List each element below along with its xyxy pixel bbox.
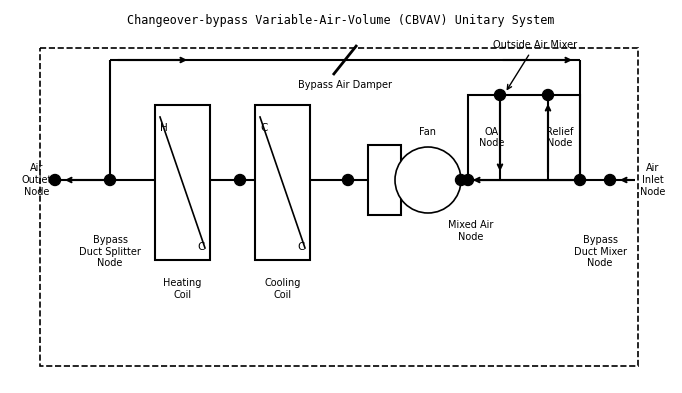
Text: Bypass Air Damper: Bypass Air Damper: [298, 80, 392, 90]
Bar: [255, 105, 310, 260]
Text: C: C: [260, 123, 267, 133]
Text: Mixed Air
Node: Mixed Air Node: [448, 220, 494, 242]
Circle shape: [574, 174, 586, 185]
Text: Fan: Fan: [419, 127, 436, 137]
Text: OA
Node: OA Node: [479, 127, 505, 148]
Bar: [155, 105, 210, 260]
Text: Relief
Node: Relief Node: [546, 127, 574, 148]
Bar: [368, 145, 401, 215]
Bar: [468, 95, 580, 180]
Text: Bypass
Duct Splitter
Node: Bypass Duct Splitter Node: [79, 235, 141, 268]
Bar: [40, 48, 638, 366]
Circle shape: [604, 174, 615, 185]
Text: Air
Outlet
Node: Air Outlet Node: [22, 163, 53, 196]
Text: Heating
Coil: Heating Coil: [163, 278, 202, 299]
Circle shape: [494, 90, 505, 101]
Circle shape: [235, 174, 246, 185]
Circle shape: [104, 174, 115, 185]
Circle shape: [542, 90, 554, 101]
Text: Changeover-bypass Variable-Air-Volume (CBVAV) Unitary System: Changeover-bypass Variable-Air-Volume (C…: [128, 14, 554, 27]
Circle shape: [342, 174, 353, 185]
Text: Cooling
Coil: Cooling Coil: [265, 278, 301, 299]
Circle shape: [395, 147, 461, 213]
Text: Air
Inlet
Node: Air Inlet Node: [640, 163, 666, 196]
Text: Outside Air Mixer: Outside Air Mixer: [493, 40, 577, 89]
Text: Bypass
Duct Mixer
Node: Bypass Duct Mixer Node: [574, 235, 627, 268]
Text: C: C: [297, 242, 305, 252]
Circle shape: [456, 174, 466, 185]
Text: H: H: [160, 123, 168, 133]
Text: C: C: [198, 242, 205, 252]
Circle shape: [50, 174, 61, 185]
Circle shape: [462, 174, 473, 185]
